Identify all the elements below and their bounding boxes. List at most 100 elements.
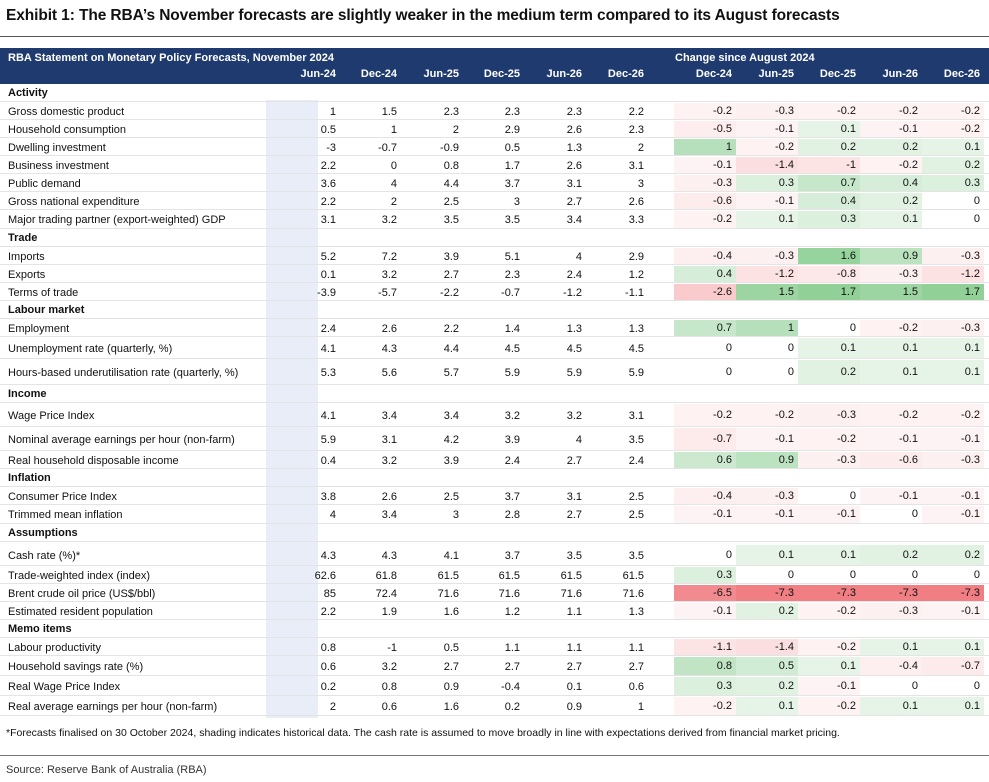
forecast-value: 71.6 xyxy=(560,588,582,600)
forecast-value: 3.1 xyxy=(381,434,397,446)
forecast-value: 3.5 xyxy=(628,434,644,446)
row-label: Real household disposable income xyxy=(8,455,179,467)
change-col-header: Dec-26 xyxy=(943,68,980,80)
change-col-header: Dec-24 xyxy=(695,68,732,80)
row-label: Public demand xyxy=(8,178,81,190)
change-value: -0.2 xyxy=(798,603,860,619)
change-value: -0.2 xyxy=(922,121,984,137)
change-value: -0.6 xyxy=(860,452,922,468)
forecast-value: 5.6 xyxy=(381,367,397,379)
row-divider xyxy=(0,336,989,337)
change-value: 0.3 xyxy=(798,211,860,228)
change-value: 0.3 xyxy=(736,175,798,191)
change-value: -0.3 xyxy=(736,103,798,119)
forecast-value: 4.5 xyxy=(628,343,644,355)
change-value: 0.9 xyxy=(736,452,798,468)
change-value: 1.7 xyxy=(922,284,984,300)
forecast-value: 61.5 xyxy=(560,570,582,582)
change-value: 0.1 xyxy=(922,360,984,384)
row-label: Cash rate (%)* xyxy=(8,550,81,562)
forecast-value: 71.6 xyxy=(622,588,644,600)
section-header: Memo items xyxy=(0,620,989,638)
change-value: -0.5 xyxy=(674,121,736,137)
forecasts-header-title: RBA Statement on Monetary Policy Forecas… xyxy=(8,52,335,64)
forecast-value: 72.4 xyxy=(375,588,397,600)
forecast-value: 2 xyxy=(329,701,336,713)
change-value: -0.6 xyxy=(674,193,736,209)
section-header: Trade xyxy=(0,229,989,247)
forecast-value: 4.2 xyxy=(443,434,459,446)
forecast-value: 1 xyxy=(390,124,397,136)
row-label: Labour productivity xyxy=(8,642,101,654)
table-row: Trade-weighted index (index) 62.6 61.8 61.5… xyxy=(0,566,989,584)
table-row: Labour productivity 0.8 -1 0.5 1.1 1.1 1.1 -1.1… xyxy=(0,638,989,656)
change-value: -0.2 xyxy=(674,697,736,715)
row-label: Employment xyxy=(8,323,70,335)
forecast-value: 5.9 xyxy=(566,367,582,379)
change-value: -1.2 xyxy=(922,266,984,282)
change-value: 0.7 xyxy=(798,175,860,191)
table-row: Real Wage Price Index 0.2 0.8 0.9 -0.4 0.1 0.6… xyxy=(0,676,989,696)
forecast-value: 3.2 xyxy=(381,214,397,226)
change-value: -0.3 xyxy=(674,175,736,191)
section-title: Labour market xyxy=(8,304,85,316)
change-value: 0 xyxy=(849,569,856,581)
change-value: -0.3 xyxy=(736,248,798,264)
forecast-value: 5.3 xyxy=(320,367,336,379)
forecast-value: 0.5 xyxy=(504,142,520,154)
change-value: -7.3 xyxy=(860,585,922,601)
table-row: Household consumption 0.5 1 2 2.9 2.6 2.3 -0.5-… xyxy=(0,120,989,138)
table-row: Gross domestic product 1 1.5 2.3 2.3 2.3 2.2 -0… xyxy=(0,102,989,120)
table-header: RBA Statement on Monetary Policy Forecas… xyxy=(0,48,989,84)
forecast-value: 3 xyxy=(452,509,459,521)
row-divider xyxy=(0,101,989,102)
forecast-value: 61.5 xyxy=(498,570,520,582)
forecast-value: 61.5 xyxy=(622,570,644,582)
forecast-value: 3.1 xyxy=(320,214,336,226)
forecast-value: 3.1 xyxy=(628,160,644,172)
forecast-value: 2.7 xyxy=(566,455,582,467)
table-row: Nominal average earnings per hour (non-f… xyxy=(0,427,989,451)
table-row: Household savings rate (%) 0.6 3.2 2.7 2.7 2.… xyxy=(0,656,989,676)
forecast-value: -5.7 xyxy=(378,287,397,299)
row-divider xyxy=(0,541,989,542)
change-value: -1 xyxy=(798,157,860,173)
forecast-value: 3.7 xyxy=(504,491,520,503)
row-divider xyxy=(0,137,989,138)
change-value: -0.1 xyxy=(922,488,984,504)
forecast-value: 2.6 xyxy=(381,323,397,335)
forecast-value: 2.2 xyxy=(443,323,459,335)
change-value: 0.1 xyxy=(860,697,922,715)
change-value: 1.5 xyxy=(736,284,798,300)
change-value: -1.1 xyxy=(674,639,736,655)
forecast-value: 4.4 xyxy=(443,178,459,190)
row-label: Imports xyxy=(8,251,45,263)
change-value: -0.2 xyxy=(674,211,736,228)
change-value: 0.8 xyxy=(674,657,736,675)
change-value: 0.9 xyxy=(860,248,922,264)
table-row: Trimmed mean inflation 4 3.4 3 2.8 2.7 2.5 -0.1… xyxy=(0,505,989,524)
row-divider xyxy=(0,264,989,265)
row-divider xyxy=(0,486,989,487)
forecast-value: 62.6 xyxy=(314,570,336,582)
forecast-value: 0.6 xyxy=(381,701,397,713)
table-row: Consumer Price Index 3.8 2.6 2.5 3.7 3.1 2.5 -0… xyxy=(0,487,989,505)
row-divider xyxy=(0,384,989,385)
forecast-value: 3.7 xyxy=(504,178,520,190)
row-divider xyxy=(0,695,989,696)
forecast-value: 3.4 xyxy=(443,410,459,422)
change-value: -7.3 xyxy=(798,585,860,601)
row-label: Household savings rate (%) xyxy=(8,661,144,673)
change-value: -0.2 xyxy=(798,103,860,119)
forecast-value: 1.1 xyxy=(566,642,582,654)
table-row: Terms of trade -3.9 -5.7 -2.2 -0.7 -1.2 -1.1 -2… xyxy=(0,283,989,301)
change-value: -0.2 xyxy=(798,697,860,715)
section-title: Trade xyxy=(8,232,38,244)
change-value: 0.4 xyxy=(860,175,922,191)
forecast-value: 2.6 xyxy=(566,124,582,136)
forecast-value: 0.8 xyxy=(443,160,459,172)
change-value: -0.3 xyxy=(798,404,860,426)
forecast-value: 2.7 xyxy=(504,661,520,673)
row-label: Household consumption xyxy=(8,124,127,136)
row-divider xyxy=(0,504,989,505)
